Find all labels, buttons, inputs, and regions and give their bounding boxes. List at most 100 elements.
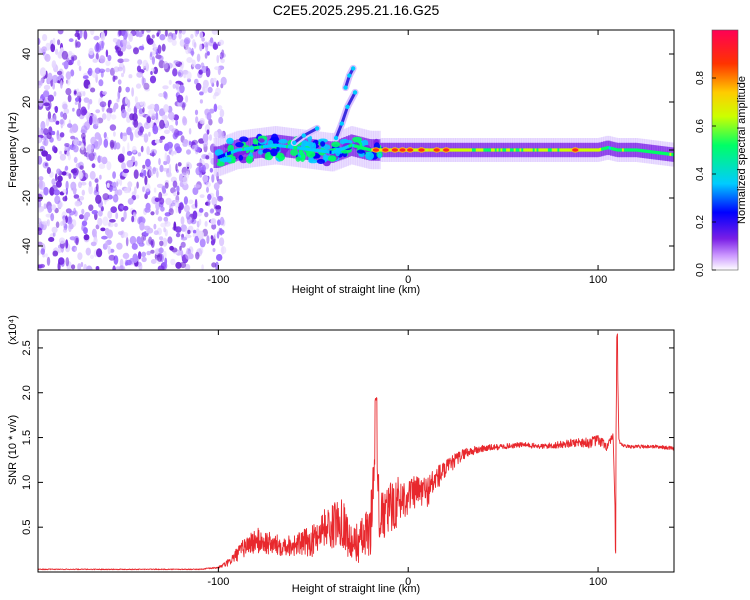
ridge-core (492, 148, 496, 152)
noise-speckle (179, 261, 187, 269)
ridge-core (223, 153, 226, 157)
noise-speckle (95, 194, 102, 204)
noise-speckle (175, 206, 178, 214)
snr-y-tick-label: 1.0 (21, 475, 33, 490)
noise-speckle (146, 146, 150, 155)
ridge-core (631, 148, 635, 152)
ridge-core (234, 149, 238, 153)
noise-speckle (109, 219, 116, 223)
noise-speckle (109, 186, 113, 193)
noise-speckle (196, 162, 203, 167)
branch-blob (301, 133, 306, 138)
noise-speckle (73, 90, 77, 95)
noise-speckle (153, 187, 157, 193)
noise-speckle (158, 158, 161, 166)
noise-speckle (199, 91, 204, 96)
noise-speckle (90, 87, 96, 93)
noise-speckle (84, 211, 91, 218)
noise-speckle (90, 30, 95, 36)
noise-speckle (38, 45, 41, 55)
ridge-core (563, 148, 566, 152)
noise-speckle (78, 90, 84, 97)
noise-speckle (107, 54, 112, 62)
ridge-core (659, 151, 663, 155)
noise-speckle (185, 170, 190, 179)
noise-speckle (107, 222, 114, 228)
noise-speckle (41, 46, 47, 53)
noise-speckle (61, 171, 67, 176)
noise-speckle (47, 111, 52, 121)
noise-speckle (110, 141, 114, 150)
noise-speckle (96, 248, 103, 258)
noise-speckle (65, 215, 68, 223)
noise-speckle (55, 221, 60, 228)
ridge-core (538, 148, 542, 152)
noise-speckle (121, 109, 127, 119)
noise-speckle (142, 107, 145, 113)
noise-speckle (216, 54, 220, 64)
noise-speckle (59, 153, 66, 161)
noise-speckle (65, 88, 72, 96)
snr-y-tick-label: 1.5 (21, 430, 33, 445)
branch-blob (350, 66, 356, 71)
ridge-core (232, 149, 236, 154)
noise-speckle (46, 256, 51, 266)
noise-speckle (42, 34, 48, 42)
noise-speckle (56, 70, 63, 76)
noise-speckle (88, 184, 93, 195)
noise-speckle (58, 248, 62, 254)
noise-speckle (46, 167, 52, 174)
noise-speckle (218, 229, 225, 235)
noise-speckle (108, 99, 112, 105)
ridge-core (602, 146, 606, 151)
noise-speckle (119, 178, 123, 186)
noise-speckle (157, 30, 161, 35)
ridge-core (282, 144, 285, 148)
noise-speckle (43, 203, 47, 210)
noise-speckle (123, 210, 127, 220)
noise-speckle (204, 221, 208, 227)
ridge-core (536, 148, 540, 152)
ridge-core (606, 146, 610, 150)
noise-speckle (38, 176, 44, 181)
noise-speckle (100, 227, 106, 232)
noise-speckle (65, 257, 70, 267)
ridge-core (502, 148, 505, 152)
noise-speckle (202, 133, 209, 143)
ridge-core (454, 148, 458, 152)
noise-speckle (171, 150, 174, 157)
noise-speckle (60, 111, 64, 118)
noise-speckle (206, 235, 210, 244)
ridge-core (639, 148, 642, 153)
noise-speckle (180, 241, 186, 248)
noise-speckle (87, 70, 92, 75)
ridge-core (299, 146, 302, 150)
ridge-core (532, 148, 536, 152)
noise-speckle (81, 125, 88, 135)
noise-speckle (91, 119, 96, 125)
colorbar-label: Normalized spectral amplitude (736, 76, 748, 224)
noise-speckle (57, 175, 63, 182)
noise-speckle (168, 79, 172, 85)
noise-speckle (82, 91, 86, 97)
spectrogram-y-tick-label: 40 (21, 48, 33, 60)
noise-speckle (99, 55, 106, 64)
noise-speckle (92, 58, 98, 63)
ridge-core (268, 144, 272, 148)
noise-speckle (63, 146, 68, 152)
noise-speckle (158, 93, 164, 97)
noise-speckle (182, 102, 186, 111)
noise-speckle (134, 160, 138, 167)
noise-speckle (152, 166, 157, 175)
noise-speckle (39, 67, 47, 77)
branch-ridge (334, 90, 357, 140)
noise-speckle (191, 144, 198, 151)
noise-speckle (38, 249, 42, 256)
ridge-core (564, 148, 568, 152)
colorbar-tick-label: 0.6 (695, 119, 706, 133)
noise-speckle (195, 82, 202, 91)
noise-speckle (138, 251, 142, 260)
noise-speckle (173, 150, 177, 155)
ridge-blob (278, 139, 288, 144)
noise-speckle (90, 254, 94, 259)
